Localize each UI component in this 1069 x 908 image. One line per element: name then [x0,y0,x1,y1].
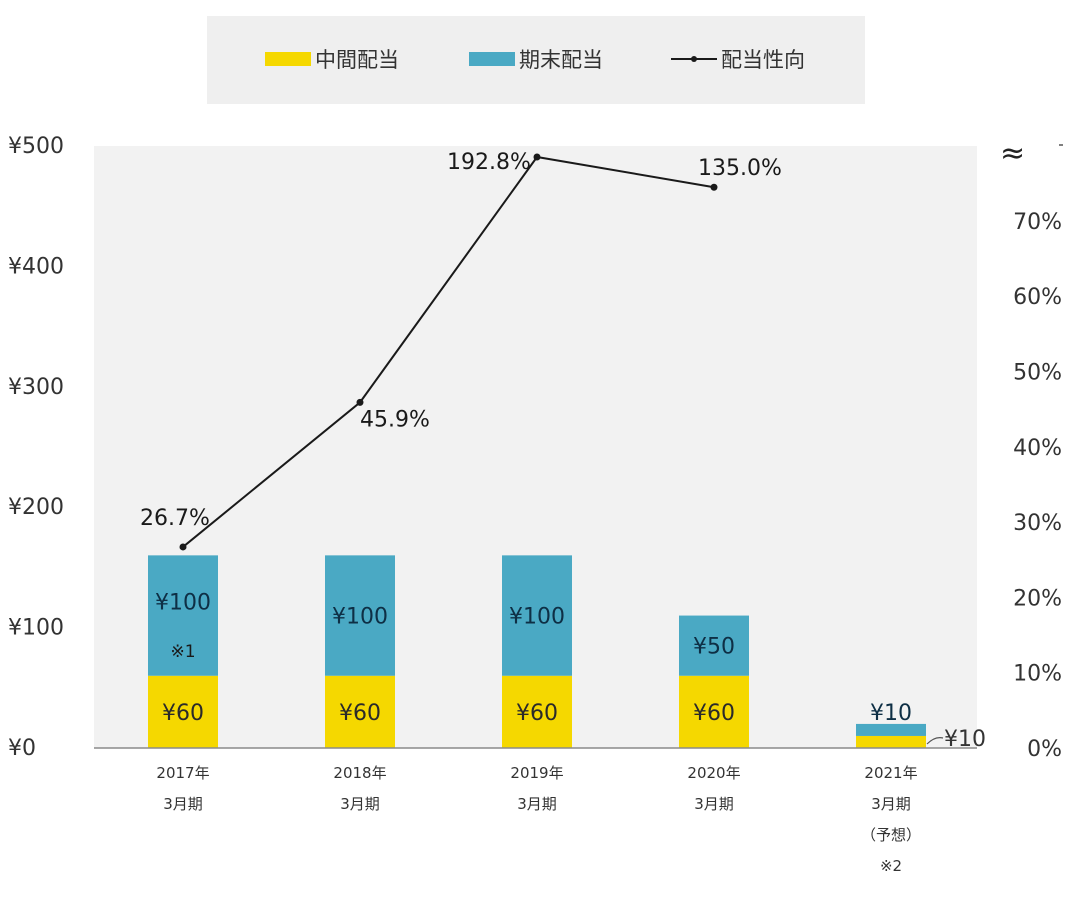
axis-break-symbol: ≈ [1000,136,1025,171]
x-tick-label: 2019年 [510,764,563,782]
line-label-payout-ratio: 26.7% [140,506,210,531]
bar-label-interim: ¥60 [162,701,204,726]
legend-swatch-year-end [469,52,515,66]
bar-interim [325,675,395,748]
legend-label-year-end: 期末配当 [519,48,603,72]
bar-label-year-end: ¥100 [509,605,565,630]
x-tick-label: 2020年 [687,764,740,782]
legend-label-interim: 中間配当 [315,48,399,72]
legend-swatch-interim [265,52,311,66]
x-tick-label: ※2 [880,857,902,875]
x-tick-label: 3月期 [871,795,911,813]
y-tick-right: 40% [1013,436,1062,461]
y-tick-right: 30% [1013,511,1062,536]
line-payout-ratio [182,155,715,548]
y-tick-right: 10% [1013,662,1062,687]
bar-label-year-end: ¥50 [693,635,735,660]
x-tick-label: （予想） [861,826,921,844]
line-point-payout-ratio [533,153,541,161]
line-label-payout-ratio: 192.8% [447,150,531,175]
bar-label-year-end: ¥100 [155,591,211,616]
y-tick-left: ¥500 [8,134,64,159]
callout-line [926,737,944,745]
legend-item-interim: 中間配当 [265,46,399,72]
bar-year-end [325,555,395,676]
legend-item-year-end: 期末配当 [469,46,603,72]
bar-label-interim: ¥60 [339,701,381,726]
bar-year-end [148,555,218,676]
x-tick-label: 2018年 [333,764,386,782]
y-tick-left: ¥100 [8,616,64,641]
y-tick-right: 70% [1013,210,1062,235]
y-tick-right: 0% [1027,737,1062,762]
legend-line-payout-ratio [671,56,717,62]
bar-label-year-end: ¥10 [870,701,912,726]
y-tick-left: ¥0 [8,736,36,761]
legend-label-payout-ratio: 配当性向 [721,48,805,72]
bar-year-end [502,555,572,676]
line-point-payout-ratio [710,183,718,191]
line-label-payout-ratio: 45.9% [360,407,430,432]
y-tick-left: ¥200 [8,495,64,520]
bar-label-interim: ¥60 [693,701,735,726]
legend-item-payout-ratio: 配当性向 [671,46,805,72]
bar-interim [679,675,749,748]
line-point-payout-ratio [179,543,187,551]
x-tick-label: 2021年 [864,764,917,782]
bar-label-interim: ¥60 [516,701,558,726]
annotation-note: ※1 [170,642,195,662]
bar-interim [502,675,572,748]
legend: 中間配当 期末配当 配当性向 [207,16,865,104]
y-tick-right: 20% [1013,586,1062,611]
line-label-payout-ratio: 135.0% [698,156,782,181]
y-tick-left: ¥400 [8,254,64,279]
line-point-payout-ratio [356,398,364,406]
y-tick-right: 60% [1013,285,1062,310]
bar-interim [856,735,926,748]
bar-year-end [679,615,749,676]
x-tick-label: 2017年 [156,764,209,782]
x-tick-label: 3月期 [340,795,380,813]
bar-year-end [856,723,926,736]
x-tick-label: 3月期 [694,795,734,813]
x-tick-label: 3月期 [163,795,203,813]
x-tick-label: 3月期 [517,795,557,813]
y-tick-right: 50% [1013,361,1062,386]
y-tick-left: ¥300 [8,375,64,400]
bar-label-year-end: ¥100 [332,605,388,630]
bar-interim [148,675,218,748]
